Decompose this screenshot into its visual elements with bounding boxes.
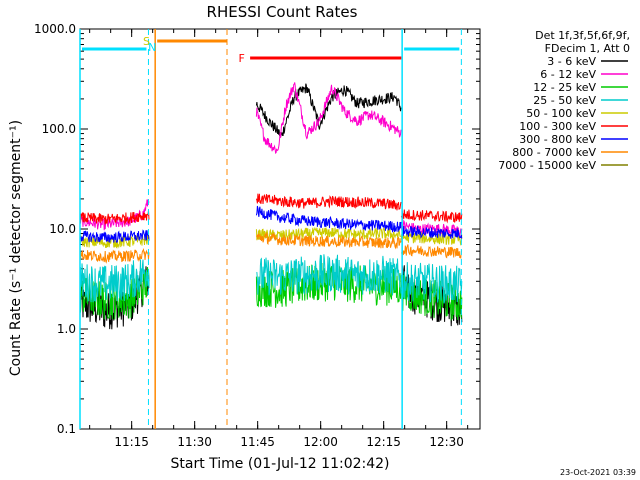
y-tick-label: 10.0	[49, 222, 76, 236]
y-tick-label: 1.0	[57, 322, 76, 336]
series-line	[401, 225, 463, 239]
x-tick-label: 11:45	[240, 435, 275, 449]
x-tick-label: 12:30	[429, 435, 464, 449]
legend-entry-label: 7000 - 15000 keV	[498, 159, 596, 172]
x-tick-label: 11:15	[114, 435, 149, 449]
y-tick-label: 1000.0	[34, 22, 76, 36]
series-line	[256, 231, 402, 250]
series-line	[400, 209, 463, 224]
y-tick-label: 0.1	[57, 422, 76, 436]
legend-header: FDecim 1, Att 0	[545, 42, 630, 55]
x-tick-label: 11:30	[177, 435, 212, 449]
legend-entry-label: 300 - 800 keV	[519, 133, 596, 146]
series-line	[255, 205, 402, 233]
y-axis-label: Count Rate (s⁻¹ detector segment⁻¹)	[8, 120, 24, 376]
legend-entry-label: 6 - 12 keV	[540, 68, 596, 81]
plot-area: 0.1 1.0 10.0 100.0 1000.0 11:15 11:30 11:45 12:0…	[34, 22, 481, 449]
legend-entry-label: 800 - 7000 keV	[512, 146, 596, 159]
series-line	[255, 193, 402, 211]
x-tick-label: 12:15	[366, 435, 401, 449]
legend-entry-label: 100 - 300 keV	[519, 120, 596, 133]
footer-timestamp: 23-Oct-2021 03:39	[560, 468, 636, 477]
marker-label: F	[239, 52, 245, 65]
series-line	[79, 229, 150, 244]
series-line	[400, 244, 463, 260]
series-line	[400, 262, 463, 304]
y-tick-label: 100.0	[42, 122, 76, 136]
marker-label: S	[143, 35, 150, 48]
legend-entry-label: 3 - 6 keV	[547, 55, 596, 68]
legend: Det 1f,3f,5f,6f,9f,FDecim 1, Att 03 - 6 …	[498, 29, 630, 172]
x-axis-label: Start Time (01-Jul-12 11:02:42)	[170, 456, 389, 472]
series-line	[79, 259, 150, 303]
series-line	[79, 247, 150, 264]
legend-entry-label: 25 - 50 keV	[533, 94, 596, 107]
series-line	[256, 254, 402, 296]
series-line	[255, 82, 402, 154]
chart-title: RHESSI Count Rates	[207, 3, 358, 21]
series-line	[79, 210, 150, 226]
series-line	[400, 272, 463, 321]
legend-header: Det 1f,3f,5f,6f,9f,	[535, 29, 630, 42]
legend-entry-label: 12 - 25 keV	[533, 81, 596, 94]
x-tick-label: 12:00	[303, 435, 338, 449]
marker-label: N	[148, 41, 156, 54]
legend-entry-label: 50 - 100 keV	[526, 107, 596, 120]
series-line	[255, 226, 402, 241]
